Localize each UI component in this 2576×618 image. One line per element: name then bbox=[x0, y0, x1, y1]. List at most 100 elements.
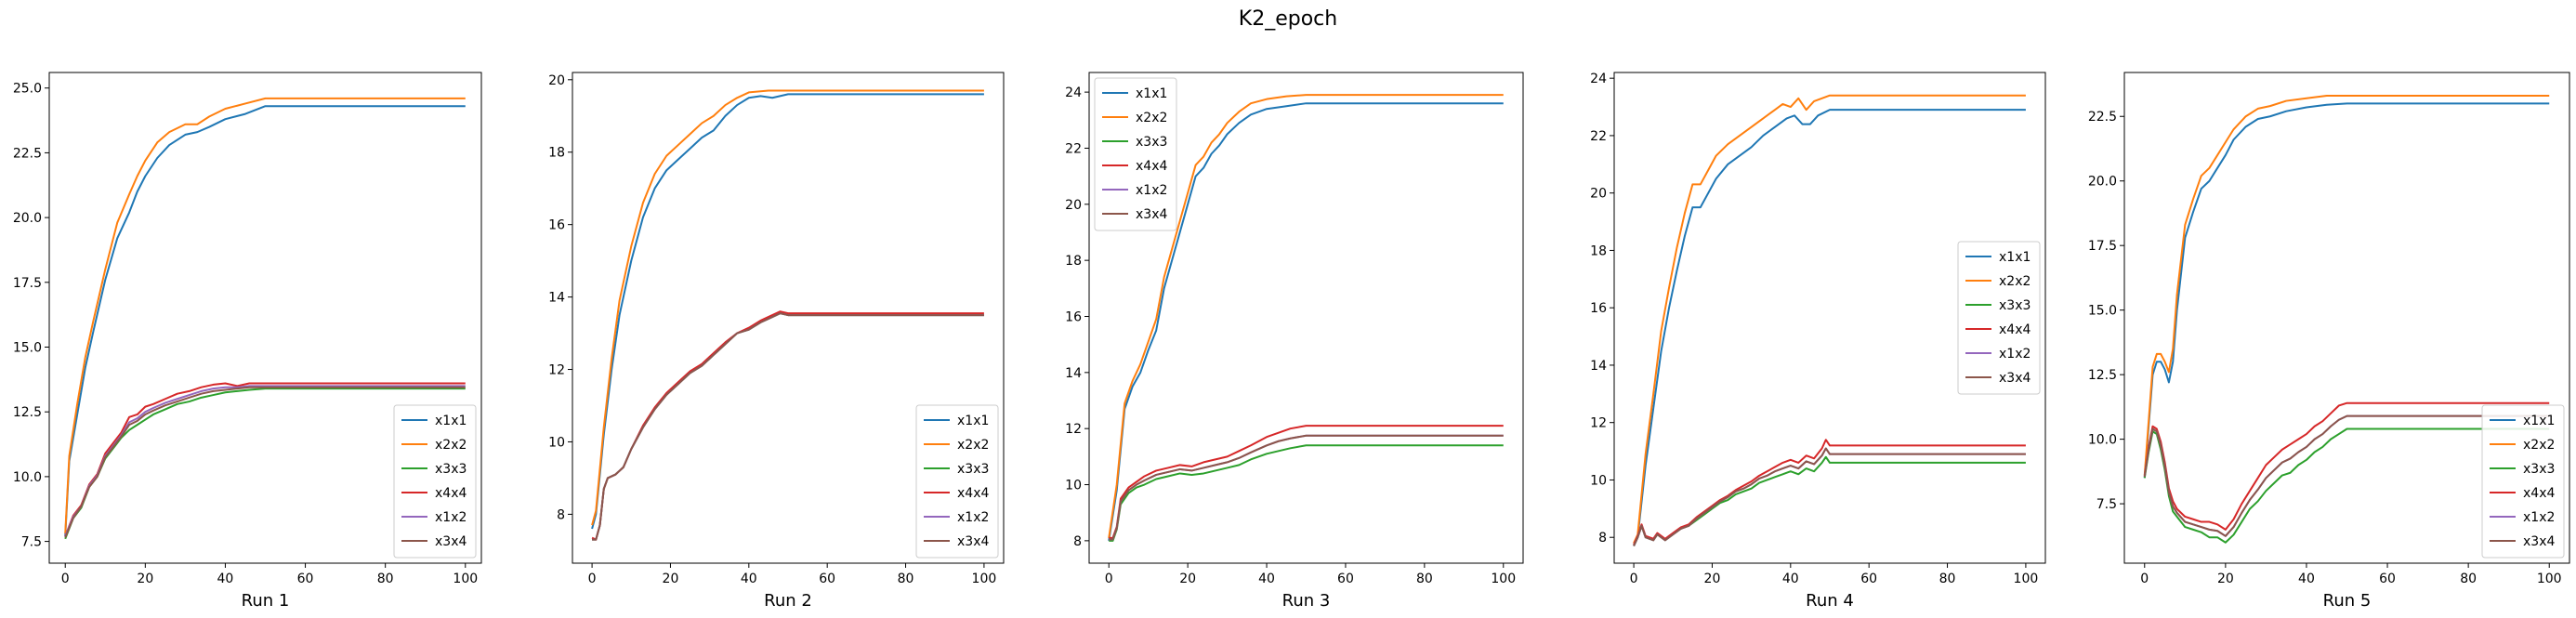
legend-label-x1x2: x1x2 bbox=[957, 510, 989, 525]
y-tick-label: 17.5 bbox=[2088, 239, 2117, 254]
y-tick-label: 10 bbox=[548, 435, 565, 450]
legend: x1x1 x2x2 x3x3 x4x4 x1x2 x3x4 bbox=[393, 404, 477, 559]
legend: x1x1 x2x2 x3x3 x4x4 x1x2 x3x4 bbox=[1094, 77, 1177, 231]
y-tick-label: 25.0 bbox=[13, 82, 42, 97]
x-tick-label: 20 bbox=[1179, 572, 1196, 586]
subplot-run-4: 0 20 40 60 80 100 8 10 12 14 16 18 20 22 24 Run 4 x1x1 x2… bbox=[1590, 72, 2046, 611]
axes-frame bbox=[1613, 72, 2046, 564]
x-axis-label: Run 5 bbox=[2323, 591, 2372, 611]
y-tick-label: 20 bbox=[1065, 198, 1082, 213]
x-tick-label: 40 bbox=[2298, 572, 2315, 586]
legend-label-x2x2: x2x2 bbox=[957, 438, 989, 453]
y-tick-label: 18 bbox=[1590, 243, 1607, 258]
series-line-x3x4 bbox=[2143, 414, 2550, 537]
x-tick-label: 60 bbox=[819, 572, 835, 586]
y-tick-label: 18 bbox=[1065, 254, 1082, 269]
subplot-run-3: 0 20 40 60 80 100 8 10 12 14 16 18 20 22 24 Run 3 x1x1 x2… bbox=[1065, 72, 1524, 611]
x-tick-label: 60 bbox=[1337, 572, 1354, 586]
x-tick-label: 0 bbox=[1105, 572, 1113, 586]
y-tick-label: 16 bbox=[1590, 301, 1607, 316]
y-tick-label: 16 bbox=[1065, 309, 1082, 324]
x-tick-label: 100 bbox=[1491, 572, 1516, 586]
y-tick-label: 20 bbox=[548, 73, 565, 88]
legend-label-x1x1: x1x1 bbox=[1999, 250, 2031, 265]
x-tick-label: 20 bbox=[2217, 572, 2234, 586]
legend-label-x3x3: x3x3 bbox=[1136, 135, 1167, 150]
legend-label-x1x1: x1x1 bbox=[1136, 86, 1167, 101]
x-tick-label: 0 bbox=[61, 572, 70, 586]
y-tick-label: 20 bbox=[1590, 187, 1607, 202]
legend-label-x1x1: x1x1 bbox=[2523, 414, 2555, 428]
legend-label-x2x2: x2x2 bbox=[1136, 111, 1167, 125]
subplots: 0 20 40 60 80 1007.510.012.515.017.520.022.52… bbox=[13, 72, 2570, 611]
x-tick-label: 100 bbox=[453, 572, 478, 586]
x-tick-label: 40 bbox=[1782, 572, 1799, 586]
x-axis-label: Run 4 bbox=[1806, 591, 1854, 611]
y-tick-label: 22.5 bbox=[2088, 110, 2117, 125]
x-tick-label: 80 bbox=[898, 572, 914, 586]
series-line-x1x1 bbox=[2143, 102, 2550, 479]
x-tick-label: 100 bbox=[2014, 572, 2039, 586]
legend-label-x3x4: x3x4 bbox=[2523, 534, 2555, 549]
legend-label-x3x4: x3x4 bbox=[1136, 207, 1167, 222]
y-tick-label: 22.5 bbox=[13, 146, 42, 161]
axes-frame bbox=[48, 72, 482, 564]
x-tick-label: 20 bbox=[1704, 572, 1721, 586]
subplot-run-2: 0 20 40 60 80 100 8 10 12 14 16 18 20 Run 2 x1x1 x2x2 x3… bbox=[548, 72, 1005, 611]
y-tick-label: 14 bbox=[1065, 366, 1082, 381]
x-tick-label: 60 bbox=[1860, 572, 1877, 586]
x-tick-label: 40 bbox=[217, 572, 234, 586]
legend: x1x1 x2x2 x3x3 x4x4 x1x2 x3x4 bbox=[1957, 241, 2041, 395]
axes-frame bbox=[2123, 72, 2570, 564]
y-tick-label: 12 bbox=[548, 363, 565, 378]
y-tick-label: 16 bbox=[548, 218, 565, 233]
series-line-x3x4 bbox=[64, 386, 466, 538]
series-line-x2x2 bbox=[1108, 94, 1504, 538]
y-tick-label: 15.0 bbox=[13, 341, 42, 356]
legend-label-x4x4: x4x4 bbox=[1136, 159, 1167, 174]
x-axis-label: Run 2 bbox=[764, 591, 812, 611]
y-tick-label: 20.0 bbox=[2088, 175, 2117, 190]
y-tick-label: 7.5 bbox=[2096, 497, 2117, 512]
series-line-x2x2 bbox=[2143, 95, 2550, 476]
subplot-run-5: 0 20 40 60 80 100 7.5 10.0 12.5 15.0 17.5 20.0 22.5 R… bbox=[2088, 72, 2570, 611]
axes-frame bbox=[572, 72, 1005, 564]
legend-label-x3x3: x3x3 bbox=[2523, 462, 2555, 477]
legend-label-x1x2: x1x2 bbox=[1136, 183, 1167, 198]
x-tick-label: 0 bbox=[588, 572, 597, 586]
legend-label-x3x3: x3x3 bbox=[1999, 298, 2031, 313]
x-tick-label: 0 bbox=[1630, 572, 1638, 586]
subplot-run-1: 0 20 40 60 80 100 7.5 10.0 12.5 15.0 17.5 20.0 22.5 2… bbox=[13, 72, 482, 611]
x-axis-label: Run 1 bbox=[242, 591, 290, 611]
axes-frame bbox=[1088, 72, 1524, 564]
legend-label-x4x4: x4x4 bbox=[1999, 322, 2031, 337]
y-tick-label: 12 bbox=[1065, 422, 1082, 437]
series-line-x1x1 bbox=[1633, 109, 2026, 546]
y-tick-label: 10 bbox=[1065, 479, 1082, 493]
x-tick-label: 100 bbox=[2537, 572, 2562, 586]
x-tick-label: 0 bbox=[2140, 572, 2149, 586]
y-tick-label: 14 bbox=[548, 291, 565, 306]
legend-label-x2x2: x2x2 bbox=[435, 438, 467, 453]
series-line-x1x1 bbox=[64, 105, 466, 537]
x-tick-label: 40 bbox=[741, 572, 757, 586]
x-tick-label: 60 bbox=[297, 572, 314, 586]
legend-label-x3x4: x3x4 bbox=[435, 534, 467, 549]
series-line-x1x1 bbox=[591, 93, 984, 530]
series-line-x4x4 bbox=[1109, 425, 1504, 539]
x-tick-label: 60 bbox=[2379, 572, 2396, 586]
legend-label-x4x4: x4x4 bbox=[435, 486, 467, 501]
legend-label-x1x2: x1x2 bbox=[1999, 347, 2031, 362]
y-tick-label: 17.5 bbox=[13, 276, 42, 291]
legend-label-x2x2: x2x2 bbox=[1999, 274, 2031, 289]
y-tick-label: 10.0 bbox=[13, 470, 42, 485]
x-axis-label: Run 3 bbox=[1282, 591, 1331, 611]
series-line-x2x2 bbox=[64, 97, 466, 534]
legend-label-x3x3: x3x3 bbox=[435, 462, 467, 477]
series-line-x3x4 bbox=[1109, 434, 1504, 541]
legend-label-x4x4: x4x4 bbox=[2523, 486, 2555, 501]
y-tick-label: 8 bbox=[1598, 531, 1607, 546]
x-tick-label: 20 bbox=[137, 572, 153, 586]
y-tick-label: 10 bbox=[1590, 473, 1607, 488]
